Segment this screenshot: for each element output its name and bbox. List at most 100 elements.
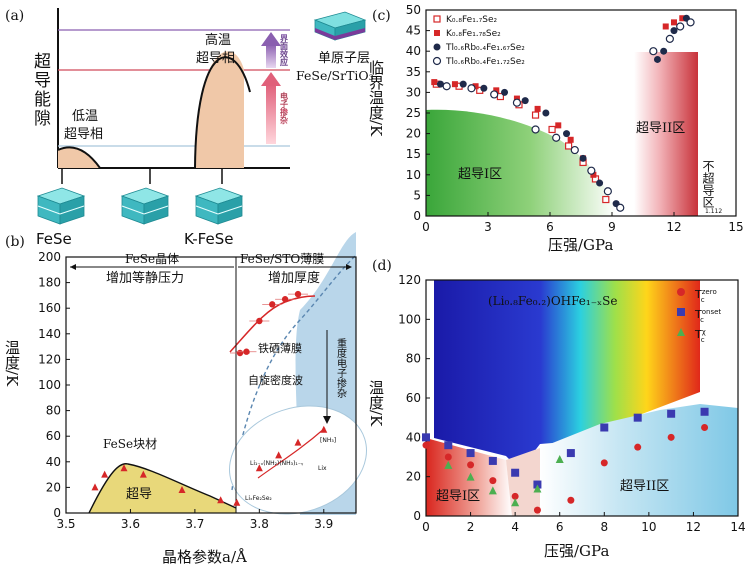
inset-label-3: LiₓFe₂Se₂ [245,495,272,502]
data-point [531,111,540,119]
top-right-arrowhead [346,264,352,270]
y-tick-label: 120 [398,273,421,287]
y-tick-label: 15 [406,147,421,161]
data-point [533,506,541,514]
y-tick-label: 160 [38,301,61,315]
y-tick-label: 80 [46,404,61,418]
data-point [521,97,529,105]
legend-marker [677,308,685,316]
data-point [665,34,674,43]
y-tick-label: 30 [406,85,421,99]
data-point [436,80,444,88]
data-point [294,290,302,298]
data-point [686,18,695,27]
top-left-label-2: 增加等静压力 [106,270,184,286]
data-point [633,413,642,422]
data-point [590,171,597,178]
y-tick-label: 25 [406,106,421,120]
bulk-label: FeSe块材 [103,437,157,451]
data-point [511,498,520,507]
low-phase-label-2: 超导相 [64,127,103,142]
data-point [488,486,497,495]
legend-text-1: K₀.₈Fe₁.₇Se₂ [446,15,498,25]
data-point [671,19,677,26]
data-point [490,90,499,99]
arrow-electron-doping [266,84,276,144]
panel-d-xlabel: 压强/GPa [544,542,609,560]
y-tick-label: 60 [46,429,61,443]
legend-text-3: Tl₀.₆Rb₀.₄Fe₁.₆₇Se₂ [445,43,525,53]
fese-pressure-crystal-icon [120,187,170,225]
sc-bulk-region [89,463,236,513]
monolayer-tile-icon [313,11,367,41]
arrow-electron-doping-head [261,72,281,86]
data-point [444,460,453,469]
data-point [493,87,500,94]
data-point [563,130,571,138]
data-point [552,133,561,142]
data-point [459,80,467,88]
panel-c-series [431,14,695,212]
x-tick-label: 3.8 [250,517,269,531]
panel-d: (d) 0 2 4 6 8 10 12 14 0 20 40 60 80 100 120 (Li₀.₈Fe₀… [367,258,746,560]
doping-label: 重度电子掺杂 [335,337,347,398]
data-point [466,472,475,481]
data-point [217,496,225,504]
legend-text-3: Tχ c [694,328,706,344]
data-point [600,423,609,432]
data-point [548,125,556,134]
data-point [660,47,668,55]
data-point [422,433,430,442]
data-point [91,483,99,491]
y-tick-label: 40 [406,430,421,444]
region-2-label: 超导II区 [636,121,685,136]
panel-b-xlabel: 晶格参数a/Å [162,548,247,566]
data-point [570,145,579,155]
data-point [667,409,676,418]
legend-marker [432,56,442,66]
data-point [670,27,678,35]
data-point [444,453,452,461]
data-point [531,125,540,134]
inset-label-2: Li₁₋ₓ(NH₂)(NH₃)₁₋ᵧ [250,460,304,467]
data-point [236,349,244,357]
data-point [256,317,263,325]
low-sc-curve [57,146,101,169]
data-point [567,496,575,504]
y-tick-label: 0 [53,506,61,520]
fese-crystal-icon [36,187,86,225]
data-point [653,55,661,63]
thin-film-label: 铁硒薄膜 [258,341,302,355]
panel-d-series [422,407,709,514]
top-left-arrowhead [70,264,76,270]
data-point [422,441,430,449]
data-point [480,84,488,92]
data-point [281,296,289,303]
data-point [676,22,685,31]
y-tick-label: 40 [46,455,61,469]
panel-d-legend: Tzero c Tonset c Tχ c [677,288,721,344]
data-point [294,438,302,446]
inset-label-1: [NH₃] [320,437,336,444]
y-tick-label: 180 [38,276,61,290]
y-tick-label: 5 [413,188,421,202]
legend-text-2: K₀.₈Fe₁.₇₈Se₂ [446,29,501,39]
data-point [442,82,451,91]
region-3-label: 不超导区 [701,160,715,208]
x-tick-label: 0 [422,220,430,234]
y-tick-label: 20 [406,470,421,484]
data-point [513,95,520,102]
sdw-label: 自旋密度波 [248,373,303,387]
data-point [501,88,509,96]
data-point [603,187,612,196]
x-tick-label: 3.9 [314,517,333,531]
data-point [667,433,675,441]
high-sc-dome [195,51,244,168]
x-tick-label: 9 [608,220,616,234]
panel-d-ticks: 0 2 4 6 8 10 12 14 0 20 40 60 80 100 120 [398,273,746,534]
legend-marker [434,30,440,36]
panel-d-ylabel: 温度/K [367,380,385,427]
y-tick-label: 100 [38,378,61,392]
monolayer-label-1: 单原子层 [318,51,370,66]
